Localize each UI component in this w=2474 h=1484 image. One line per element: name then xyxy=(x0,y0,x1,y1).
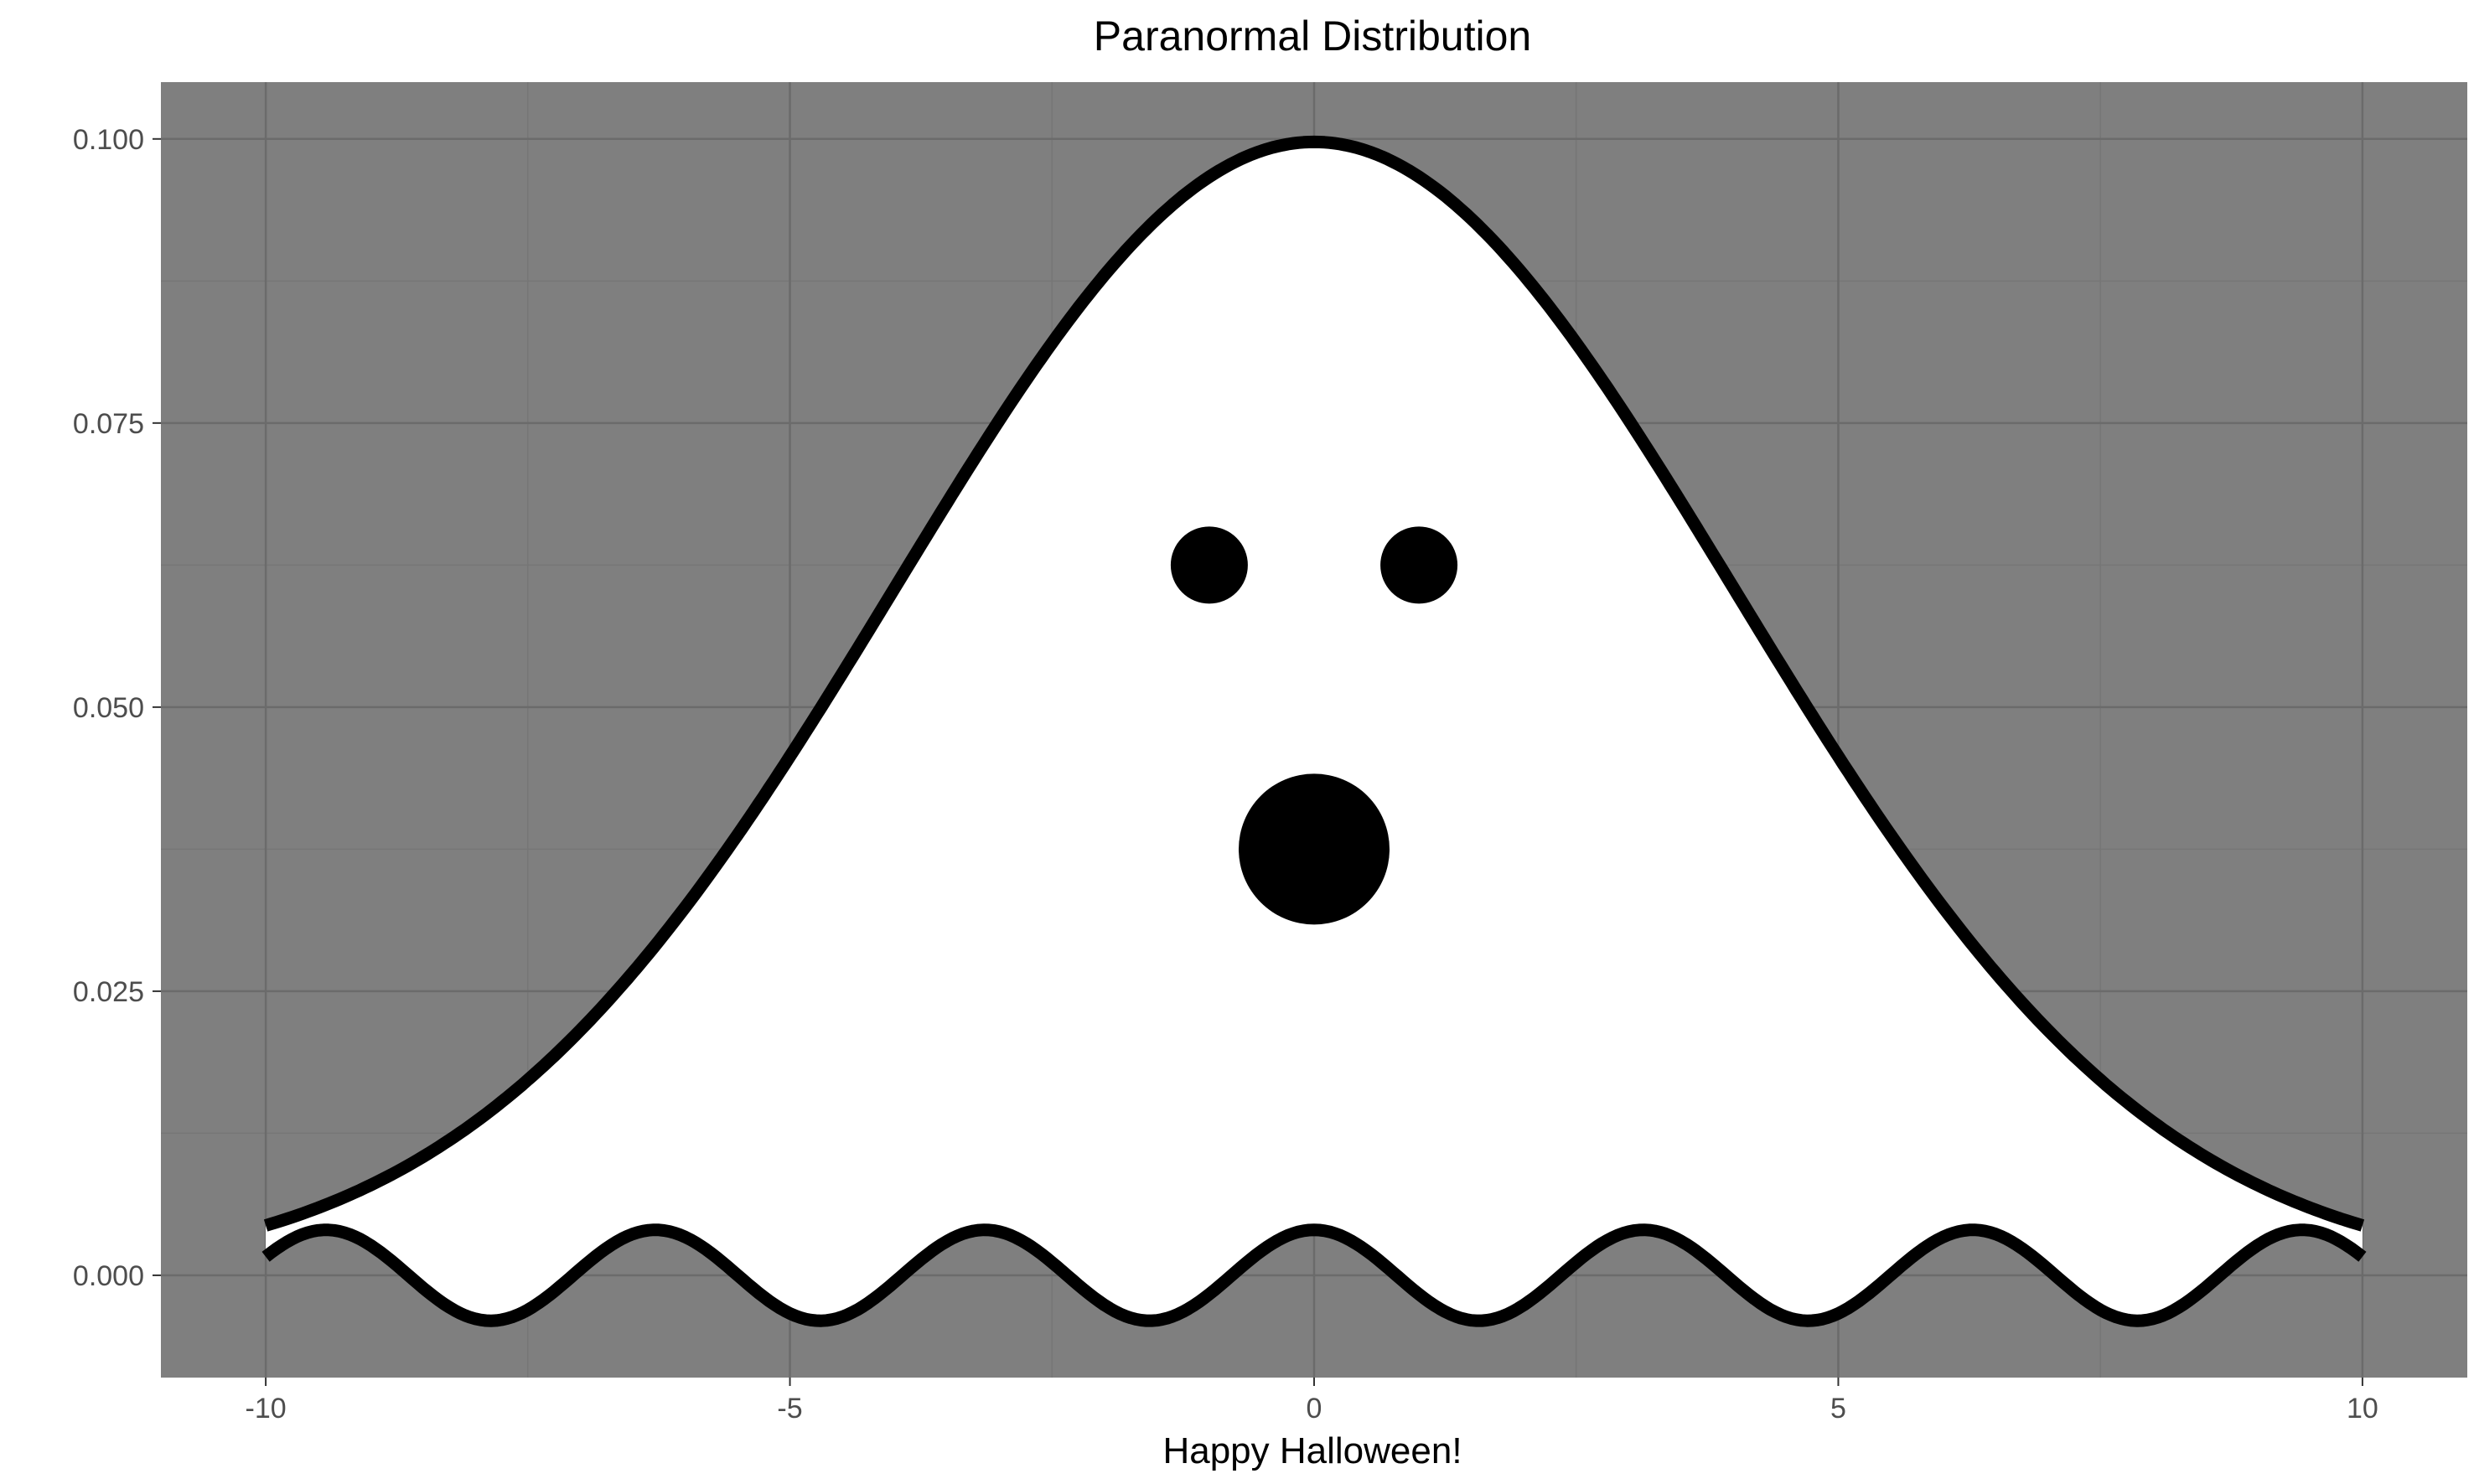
y-tick-label: 0.025 xyxy=(73,976,144,1008)
x-tick-label: 0 xyxy=(1307,1393,1322,1425)
ghost-left-eye xyxy=(1170,526,1248,604)
ghost-fill xyxy=(266,142,2363,1321)
x-tick-label: 10 xyxy=(2347,1393,2378,1425)
y-tick-label: 0.000 xyxy=(73,1260,144,1292)
ghost-right-eye xyxy=(1380,526,1458,604)
x-tick-label: -5 xyxy=(777,1393,802,1425)
ghost-mouth xyxy=(1239,773,1390,925)
x-tick-label: 5 xyxy=(1830,1393,1846,1425)
y-tick-label: 0.100 xyxy=(73,124,144,156)
ghost-body-curve xyxy=(263,135,2365,1232)
y-axis: 0.000 0.025 0.050 0.075 0.100 xyxy=(73,124,161,1292)
ghost-layer xyxy=(261,135,2367,1327)
x-axis-title: Happy Halloween! xyxy=(1162,1430,1462,1471)
x-tick-label: -10 xyxy=(246,1393,287,1425)
y-tick-label: 0.075 xyxy=(73,408,144,440)
y-tick-label: 0.050 xyxy=(73,692,144,724)
x-axis: -10 -5 0 5 10 xyxy=(246,1378,2378,1425)
chart-title: Paranormal Distribution xyxy=(1094,13,1531,59)
ghost-hem-curve xyxy=(261,1223,2367,1327)
ghost-face xyxy=(1170,526,1458,925)
